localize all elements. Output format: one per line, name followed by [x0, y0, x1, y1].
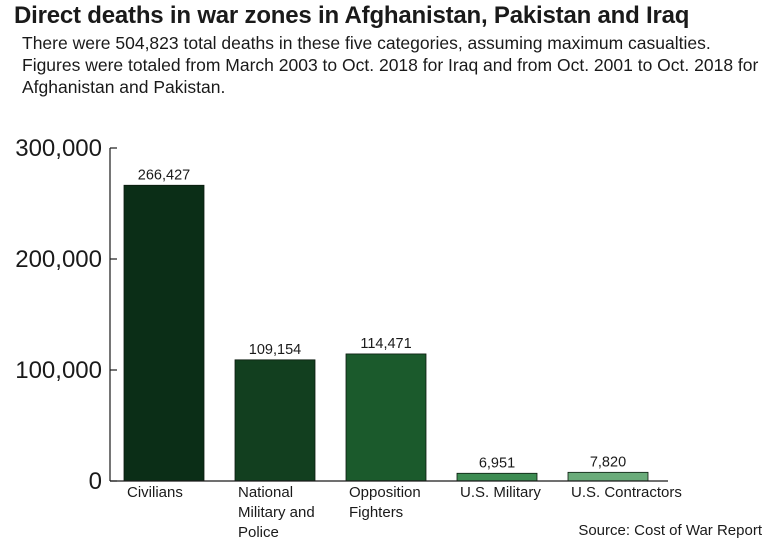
category-label: Civilians [127, 484, 183, 501]
bar [234, 359, 316, 482]
bar-value-label: 7,820 [590, 454, 626, 470]
bar-value-label: 266,427 [138, 167, 190, 183]
chart-subtitle: There were 504,823 total deaths in these… [22, 33, 759, 97]
bar-value-label: 109,154 [249, 342, 301, 358]
category-label: Fighters [349, 504, 403, 521]
chart-title: Direct deaths in war zones in Afghanista… [14, 2, 690, 29]
y-tick-label: 300,000 [15, 135, 102, 162]
source-note: Source: Cost of War Report [578, 522, 762, 539]
y-tick-label: 0 [89, 468, 102, 495]
y-tick-label: 200,000 [15, 246, 102, 273]
bar [456, 472, 538, 482]
bar [123, 184, 205, 482]
bar-value-label: 114,471 [360, 336, 411, 352]
bar [567, 471, 649, 482]
category-label: U.S. Contractors [571, 484, 682, 501]
category-label: Military and [238, 504, 315, 521]
bar-value-label: 6,951 [479, 455, 515, 471]
category-label: Police [238, 524, 279, 541]
category-label: U.S. Military [460, 484, 541, 501]
y-tick-label: 100,000 [15, 357, 102, 384]
bar [345, 353, 427, 482]
category-label: Opposition [349, 484, 421, 501]
category-label: National [238, 484, 293, 501]
